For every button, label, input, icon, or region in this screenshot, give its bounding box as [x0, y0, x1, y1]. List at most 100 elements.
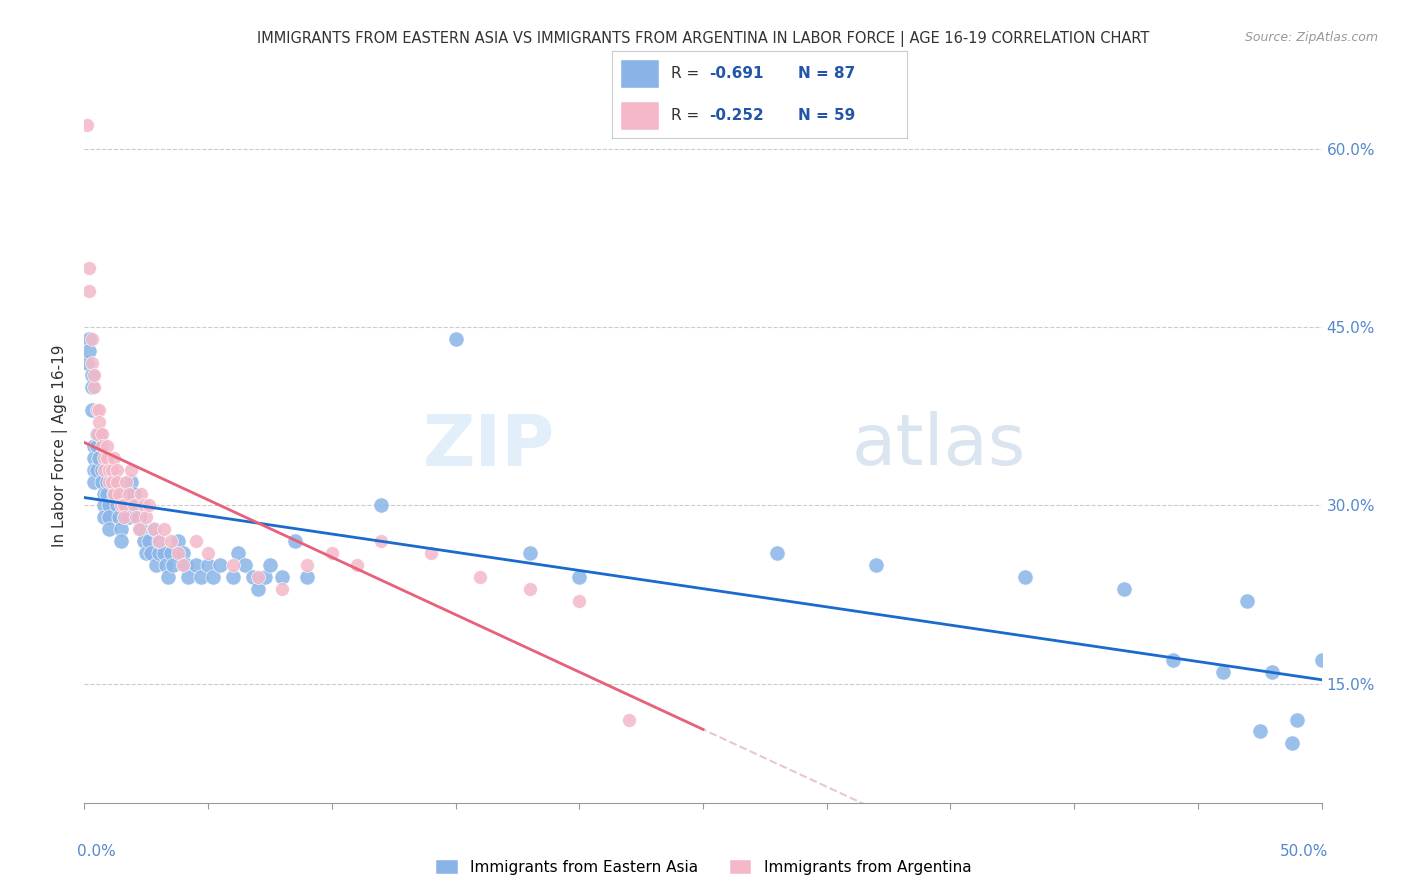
Point — [177, 570, 200, 584]
Point — [122, 499, 145, 513]
Point — [141, 546, 163, 560]
Point — [519, 582, 541, 596]
Point — [519, 546, 541, 560]
Point — [120, 475, 142, 489]
Point — [242, 570, 264, 584]
Point — [129, 522, 152, 536]
Point — [167, 546, 190, 560]
Point — [135, 546, 157, 560]
Point — [148, 546, 170, 560]
Point — [98, 475, 121, 489]
Point — [259, 558, 281, 572]
Point — [98, 499, 121, 513]
Point — [1212, 665, 1234, 679]
Point — [115, 475, 138, 489]
Point — [105, 463, 128, 477]
Text: R =: R = — [671, 66, 704, 81]
Point — [86, 403, 108, 417]
Text: R =: R = — [671, 108, 704, 123]
Point — [79, 260, 101, 275]
Point — [246, 582, 269, 596]
Point — [1249, 724, 1271, 739]
Point — [174, 558, 197, 572]
Text: -0.691: -0.691 — [709, 66, 763, 81]
Point — [135, 510, 157, 524]
Point — [142, 522, 165, 536]
Point — [125, 510, 148, 524]
Point — [1285, 713, 1308, 727]
Text: IMMIGRANTS FROM EASTERN ASIA VS IMMIGRANTS FROM ARGENTINA IN LABOR FORCE | AGE 1: IMMIGRANTS FROM EASTERN ASIA VS IMMIGRAN… — [257, 31, 1149, 47]
Point — [120, 463, 142, 477]
Point — [148, 534, 170, 549]
Point — [617, 713, 640, 727]
Point — [209, 558, 232, 572]
Point — [112, 486, 135, 500]
Point — [295, 570, 318, 584]
Point — [1112, 582, 1135, 596]
Point — [222, 570, 245, 584]
Point — [90, 463, 112, 477]
Point — [142, 522, 165, 536]
Point — [79, 285, 101, 299]
Point — [295, 558, 318, 572]
Point — [105, 499, 128, 513]
Point — [93, 463, 115, 477]
Point — [865, 558, 887, 572]
Point — [138, 499, 160, 513]
Point — [90, 439, 112, 453]
Point — [86, 427, 108, 442]
Point — [96, 439, 118, 453]
Point — [419, 546, 441, 560]
Point — [86, 463, 108, 477]
Point — [80, 403, 103, 417]
Point — [100, 463, 122, 477]
Point — [103, 486, 125, 500]
Point — [138, 534, 160, 549]
Point — [470, 570, 492, 584]
Point — [129, 486, 152, 500]
Point — [89, 415, 111, 429]
Point — [103, 486, 125, 500]
Point — [370, 534, 392, 549]
Point — [79, 343, 101, 358]
Text: N = 87: N = 87 — [797, 66, 855, 81]
Point — [98, 463, 121, 477]
Point — [321, 546, 343, 560]
Point — [80, 356, 103, 370]
Point — [89, 427, 111, 442]
Point — [80, 379, 103, 393]
Point — [568, 570, 591, 584]
Text: -0.252: -0.252 — [709, 108, 763, 123]
Point — [172, 546, 194, 560]
Point — [132, 499, 155, 513]
Point — [118, 510, 141, 524]
Point — [370, 499, 392, 513]
Point — [98, 510, 121, 524]
Point — [80, 368, 103, 382]
Text: 50.0%: 50.0% — [1281, 845, 1329, 859]
Point — [76, 118, 98, 132]
Point — [1281, 736, 1303, 750]
Point — [108, 486, 131, 500]
Point — [112, 499, 135, 513]
Text: Source: ZipAtlas.com: Source: ZipAtlas.com — [1244, 31, 1378, 45]
Point — [108, 510, 131, 524]
Point — [89, 403, 111, 417]
Point — [110, 522, 132, 536]
Text: atlas: atlas — [852, 411, 1026, 481]
Point — [184, 558, 207, 572]
Point — [100, 475, 122, 489]
Point — [96, 450, 118, 465]
Point — [86, 427, 108, 442]
Point — [83, 475, 105, 489]
Point — [110, 499, 132, 513]
Point — [145, 558, 167, 572]
Point — [155, 558, 177, 572]
Point — [83, 368, 105, 382]
Point — [89, 450, 111, 465]
Text: N = 59: N = 59 — [797, 108, 855, 123]
Point — [346, 558, 368, 572]
Point — [90, 475, 112, 489]
Point — [118, 486, 141, 500]
Point — [128, 510, 150, 524]
